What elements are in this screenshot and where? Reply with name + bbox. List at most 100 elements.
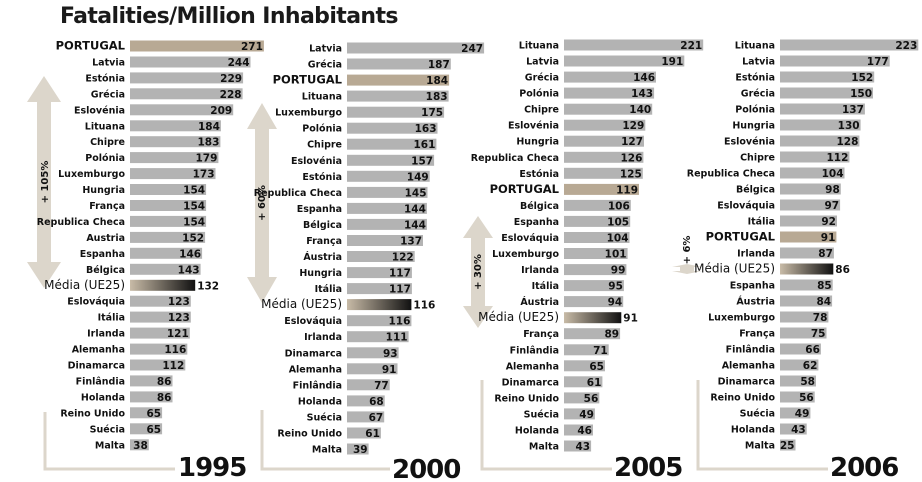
bar-value-label: 87: [818, 248, 833, 260]
bar-row: Estónia 125: [519, 167, 643, 180]
bar-row: Eslovénia 128: [724, 135, 860, 148]
bar-value-label: 154: [183, 201, 205, 213]
bar-row: Irlanda 87: [737, 247, 834, 260]
bar: [780, 135, 860, 147]
bar-value-label: 84: [816, 296, 831, 308]
bar-label: Malta: [745, 441, 775, 452]
bar-label: Holanda: [731, 425, 775, 436]
bar-row: Alemanha 116: [72, 343, 188, 356]
bar: [780, 87, 873, 99]
bar-label: Latvia: [92, 58, 125, 69]
year-label: 2005: [614, 453, 682, 482]
bar-row: Estónia 152: [735, 71, 875, 84]
bar-row: Hungria 127: [516, 135, 644, 148]
bar-value-label: 112: [826, 152, 848, 164]
bar-label: França: [89, 201, 125, 212]
bar: [564, 151, 644, 163]
bar-label: Luxemburgo: [275, 108, 342, 119]
bar: [564, 39, 704, 51]
bar: [130, 295, 191, 307]
bar-value-label: 129: [622, 120, 644, 132]
bar-label: Malta: [312, 445, 342, 456]
bar: [564, 167, 643, 179]
bar-value-label: 143: [178, 264, 200, 276]
bar-value-label: 183: [197, 137, 219, 149]
bar: [347, 331, 409, 343]
bar-row: Espanha 105: [514, 215, 631, 228]
bar: [347, 170, 430, 182]
bar-row: Republica Checa 126: [471, 151, 644, 164]
bar-label: Latvia: [309, 44, 342, 55]
bar: [130, 423, 163, 435]
bar: [130, 104, 234, 116]
year-label: 1995: [178, 453, 246, 482]
bar-value-label: 191: [661, 56, 683, 68]
bar: [347, 411, 385, 423]
bar-value-label: 150: [850, 88, 872, 100]
bar: [130, 72, 244, 84]
bar-row: Irlanda 99: [521, 264, 627, 277]
bar-label: Chipre: [307, 140, 342, 151]
bar-row: Irlanda 111: [304, 331, 409, 344]
year-label: 2000: [392, 455, 460, 482]
bar-label: Média (UE25): [478, 310, 559, 324]
bar-row: Malta 39: [312, 443, 369, 456]
bar-label: Holanda: [515, 426, 559, 437]
bar: [780, 423, 807, 435]
growth-arrow: [27, 76, 61, 288]
bar-value-label: 116: [388, 316, 410, 328]
bar: [780, 407, 811, 419]
bar-value-label: 94: [608, 297, 623, 309]
bar-value-label: 116: [413, 300, 435, 312]
bar-row: Latvia 191: [526, 55, 685, 68]
bar-label: Grécia: [741, 89, 775, 100]
bar-value-label: 71: [593, 345, 608, 357]
bar-value-label: 38: [133, 440, 148, 452]
bar-row: Finlândia 66: [726, 343, 821, 356]
bar-label: Irlanda: [737, 249, 775, 260]
bar: [564, 376, 603, 388]
bar-value-label: 58: [800, 376, 815, 388]
bar: [780, 215, 837, 227]
bar-value-label: 175: [421, 107, 443, 119]
bar-label: Hungria: [82, 185, 125, 196]
bar: [564, 119, 646, 131]
bar-value-label: 93: [383, 348, 398, 360]
bar-label: Polónia: [519, 89, 559, 100]
bar-label: Eslovénia: [724, 137, 775, 148]
bar-row: Suécia 65: [90, 423, 163, 436]
bar-value-label: 152: [851, 72, 873, 84]
bar-row: Eslovénia 129: [508, 119, 646, 132]
bar: [780, 55, 890, 67]
bar-label: Suécia: [307, 412, 342, 423]
bar-label: Grécia: [91, 89, 125, 100]
bar: [564, 183, 639, 195]
bar: [564, 232, 630, 243]
bar-label: Grécia: [525, 73, 559, 84]
bar-row: PORTUGAL 184: [273, 73, 450, 87]
bar-row: Espanha 146: [80, 247, 203, 260]
bar-label: França: [306, 236, 342, 247]
bar-label: Finlândia: [726, 345, 775, 356]
bar-label: Itália: [532, 281, 559, 292]
bar: [130, 247, 203, 259]
bar-value-label: 247: [461, 43, 483, 55]
bar: [347, 235, 423, 246]
bar: [564, 103, 653, 115]
bar-row: Dinamarca 112: [68, 359, 186, 372]
bar: [347, 58, 451, 70]
bar-row: Chipre 140: [524, 103, 653, 116]
bar: [130, 439, 149, 451]
year-bracket: [480, 380, 612, 471]
bar: [564, 344, 609, 356]
bar-value-label: 163: [415, 123, 437, 135]
bar: [130, 407, 163, 419]
bar: [130, 56, 251, 68]
bar-value-label: 143: [631, 88, 653, 100]
bar-label: Suécia: [740, 409, 775, 420]
bar: [780, 151, 850, 163]
bar-value-label: 130: [838, 120, 860, 132]
bar-label: Média (UE25): [261, 297, 342, 311]
bar: [780, 343, 821, 355]
bar-value-label: 157: [411, 155, 433, 167]
